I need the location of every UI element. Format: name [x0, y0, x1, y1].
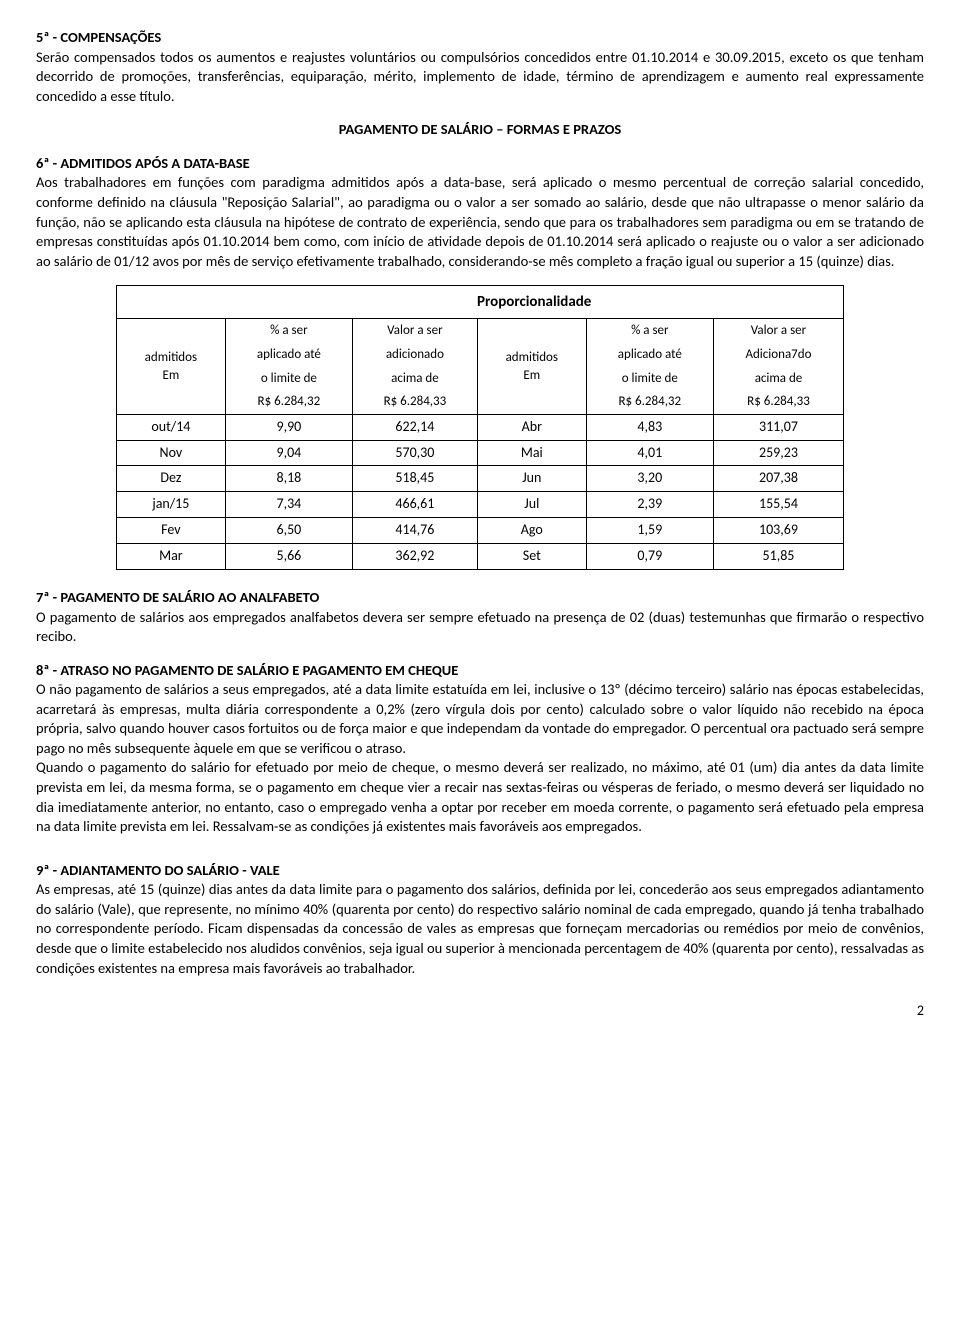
table-cell: 4,83: [586, 414, 713, 440]
hdr-adm-r2: Em: [486, 367, 578, 385]
table-row: Fev6,50414,76Ago1,59103,69: [116, 518, 843, 544]
hdr-adm-left: admitidos Em: [116, 319, 225, 414]
sec5-title: 5ª - COMPENSAÇÕES: [36, 28, 924, 48]
hdr-pct-l2a: aplicado até: [225, 343, 352, 367]
hdr-pct-l4b: R$ 6.284,32: [586, 390, 713, 414]
table-cell: 3,20: [586, 466, 713, 492]
table-title: Proporcionalidade: [225, 286, 843, 319]
hdr-val-l2b: Adiciona7do: [713, 343, 843, 367]
table-cell: 4,01: [586, 440, 713, 466]
table-cell: 207,38: [713, 466, 843, 492]
sec7-body: O pagamento de salários aos empregados a…: [36, 608, 924, 647]
proportionality-table: Proporcionalidade admitidos Em % a ser V…: [116, 285, 844, 570]
table-row: Nov9,04570,30Mai4,01259,23: [116, 440, 843, 466]
table-cell: out/14: [116, 414, 225, 440]
table-cell: Nov: [116, 440, 225, 466]
table-cell: Mar: [116, 544, 225, 570]
table-cell: 311,07: [713, 414, 843, 440]
table-cell: 8,18: [225, 466, 352, 492]
table-row: jan/157,34466,61Jul2,39155,54: [116, 492, 843, 518]
hdr-pct-l1a: % a ser: [225, 319, 352, 343]
sec5-body: Serão compensados todos os aumentos e re…: [36, 48, 924, 107]
hdr-pct-l4a: R$ 6.284,32: [225, 390, 352, 414]
table-cell: 362,92: [352, 544, 477, 570]
table-cell: Mai: [477, 440, 586, 466]
hdr-val-l1b: Valor a ser: [713, 319, 843, 343]
table-cell: 155,54: [713, 492, 843, 518]
table-cell: 51,85: [713, 544, 843, 570]
table-blank: [116, 286, 225, 319]
table-cell: 103,69: [713, 518, 843, 544]
table-row: out/149,90622,14Abr4,83311,07: [116, 414, 843, 440]
table-cell: Set: [477, 544, 586, 570]
sec8-body1: O não pagamento de salários a seus empre…: [36, 680, 924, 758]
table-cell: 7,34: [225, 492, 352, 518]
sec6-title: 6ª - ADMITIDOS APÓS A DATA-BASE: [36, 154, 924, 174]
table-cell: 570,30: [352, 440, 477, 466]
table-cell: 6,50: [225, 518, 352, 544]
hdr-pct-l3a: o limite de: [225, 367, 352, 391]
table-cell: 414,76: [352, 518, 477, 544]
table-header: admitidos Em % a ser Valor a ser admitid…: [116, 319, 843, 343]
table-row: Mar5,66362,92Set0,7951,85: [116, 544, 843, 570]
table-cell: 9,04: [225, 440, 352, 466]
table-cell: 1,59: [586, 518, 713, 544]
hdr-val-l3b: acima de: [713, 367, 843, 391]
table-cell: 0,79: [586, 544, 713, 570]
hdr-adm-l2: Em: [125, 367, 217, 385]
hdr-val-l3a: acima de: [352, 367, 477, 391]
table-cell: Jul: [477, 492, 586, 518]
sec7-title: 7ª - PAGAMENTO DE SALÁRIO AO ANALFABETO: [36, 588, 924, 608]
hdr-pct-l3b: o limite de: [586, 367, 713, 391]
table-cell: 622,14: [352, 414, 477, 440]
hdr-adm-right: admitidos Em: [477, 319, 586, 414]
heading-pagamento: PAGAMENTO DE SALÁRIO – FORMAS E PRAZOS: [36, 120, 924, 140]
table-cell: 259,23: [713, 440, 843, 466]
table-cell: jan/15: [116, 492, 225, 518]
table-cell: Dez: [116, 466, 225, 492]
hdr-val-l4a: R$ 6.284,33: [352, 390, 477, 414]
hdr-val-l2a: adicionado: [352, 343, 477, 367]
sec8-title: 8ª - ATRASO NO PAGAMENTO DE SALÁRIO E PA…: [36, 661, 924, 681]
hdr-val-l4b: R$ 6.284,33: [713, 390, 843, 414]
hdr-pct-l1b: % a ser: [586, 319, 713, 343]
table-cell: 9,90: [225, 414, 352, 440]
table-cell: Jun: [477, 466, 586, 492]
table-row: Dez8,18518,45Jun3,20207,38: [116, 466, 843, 492]
table-cell: 5,66: [225, 544, 352, 570]
table-cell: Abr: [477, 414, 586, 440]
hdr-val-l1a: Valor a ser: [352, 319, 477, 343]
page-number: 2: [36, 1002, 924, 1021]
hdr-adm-l1: admitidos: [125, 349, 217, 367]
sec8-body2: Quando o pagamento do salário for efetua…: [36, 758, 924, 836]
table-title-row: Proporcionalidade: [116, 286, 843, 319]
table-cell: Ago: [477, 518, 586, 544]
sec6-body: Aos trabalhadores em funções com paradig…: [36, 173, 924, 271]
sec9-title: 9ª - ADIANTAMENTO DO SALÁRIO - VALE: [36, 861, 924, 881]
sec9-body: As empresas, até 15 (quinze) dias antes …: [36, 880, 924, 978]
table-cell: Fev: [116, 518, 225, 544]
table-cell: 466,61: [352, 492, 477, 518]
table-cell: 2,39: [586, 492, 713, 518]
table-cell: 518,45: [352, 466, 477, 492]
hdr-adm-r1: admitidos: [486, 349, 578, 367]
hdr-pct-l2b: aplicado até: [586, 343, 713, 367]
